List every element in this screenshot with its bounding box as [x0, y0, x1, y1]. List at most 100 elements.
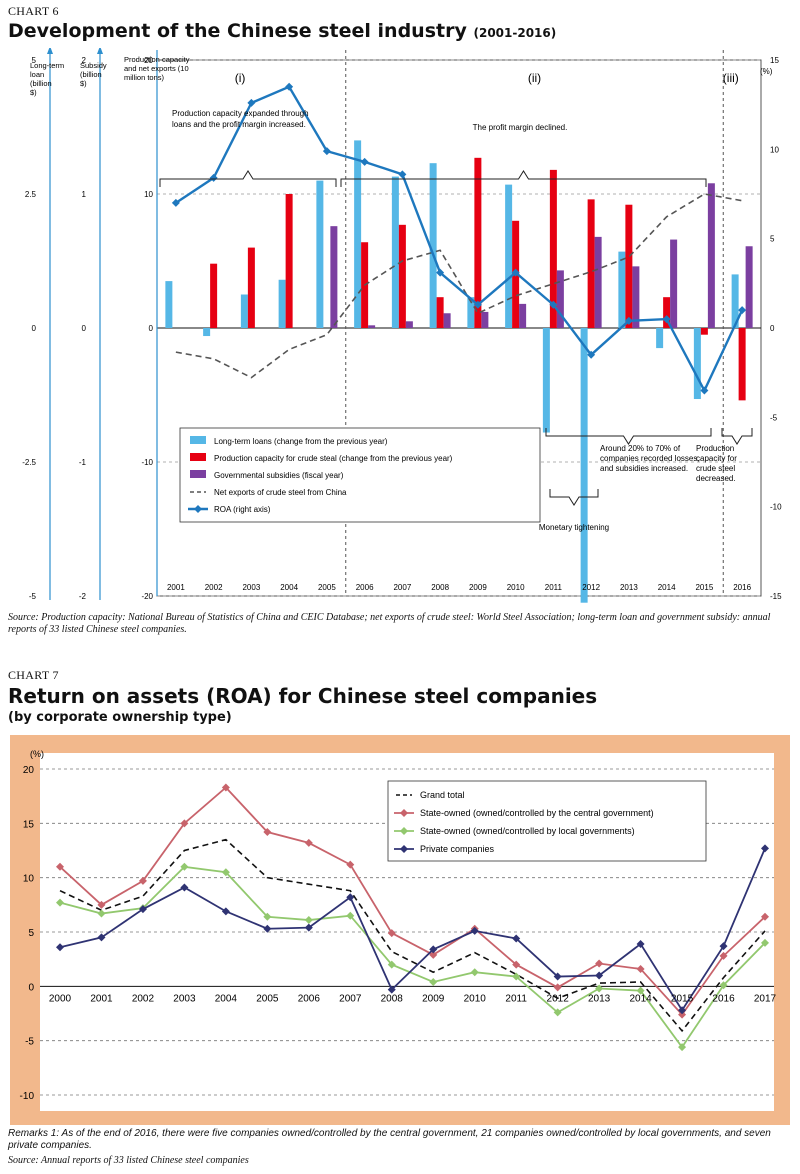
series-point-3	[180, 883, 189, 892]
legend-label: State-owned (owned/controlled by local g…	[420, 826, 635, 836]
right-axis-label: (%)	[760, 67, 773, 76]
series-point-1	[56, 862, 64, 871]
x-tick-label: 2010	[464, 993, 487, 1004]
x-tick-label: 2011	[505, 993, 527, 1004]
x-tick-label: 2016	[733, 583, 751, 592]
x-tick-label: 2014	[629, 993, 652, 1004]
series-point-3	[97, 933, 106, 942]
brace-period2	[340, 170, 707, 187]
chart6-title: Development of the Chinese steel industr…	[8, 20, 556, 42]
subsidy-axis-tick: -2	[79, 592, 87, 601]
x-tick-label: 2014	[658, 583, 676, 592]
legend-label: Production capacity for crude steal (cha…	[214, 454, 453, 463]
series-point-3	[553, 972, 562, 981]
loan-axis-label: $)	[30, 88, 37, 97]
bar-loan	[580, 328, 588, 603]
loan-axis-tick: -2.5	[22, 458, 36, 467]
brace-period1	[159, 170, 337, 187]
loan-axis-label: (billion	[30, 79, 52, 88]
chart7-label: CHART 7	[8, 668, 59, 682]
bar-capacity	[625, 204, 633, 328]
bar-capacity	[663, 297, 671, 328]
annotation-monetary: Monetary tightening	[539, 523, 609, 532]
bar-loan	[693, 328, 701, 400]
x-tick-label: 2001	[90, 993, 113, 1004]
series-point-1	[761, 912, 769, 921]
chart7-remarks: Remarks 1: As of the end of 2016, there …	[8, 1128, 771, 1151]
series-point-3	[595, 971, 604, 980]
x-tick-label: 2009	[469, 583, 487, 592]
bar-subsidy	[594, 236, 602, 328]
legend-label: State-owned (owned/controlled by the cen…	[420, 808, 654, 818]
x-tick-label: 2008	[381, 993, 404, 1004]
bar-capacity	[549, 169, 557, 328]
subsidy-axis-tick: 2	[82, 56, 87, 65]
chart6-label: CHART 6	[8, 4, 59, 18]
legend-label: Net exports of crude steel from China	[214, 488, 347, 497]
roa-point	[549, 300, 558, 309]
chart6-figure: 2001 2002 2003 2004 2005 2006 2007 2008 2009 2010…	[22, 48, 782, 603]
series-point-2	[304, 916, 313, 925]
bar-loan	[240, 294, 248, 328]
series-point-2	[719, 981, 728, 990]
bar-loan	[203, 328, 211, 337]
annotation-losses: companies recorded losses,	[600, 454, 700, 463]
x-tick-label: 2006	[356, 583, 374, 592]
bar-capacity	[587, 199, 595, 328]
series-point-2	[221, 868, 230, 877]
right-axis-tick: -15	[770, 592, 782, 601]
roa-point	[398, 170, 407, 179]
x-tick-label: 2005	[318, 583, 336, 592]
right-axis-tick: 15	[770, 56, 779, 65]
roa-point	[662, 315, 671, 324]
series-point-3	[429, 945, 438, 954]
net-exports-line	[175, 193, 743, 379]
brace-decreased	[721, 428, 753, 445]
series-point-1	[180, 819, 189, 828]
x-tick-label: 2015	[671, 993, 694, 1004]
chart6-source: Source: Production capacity: National Bu…	[8, 612, 771, 635]
x-tick-label: 2008	[431, 583, 449, 592]
subsidy-axis-tick: -1	[79, 458, 87, 467]
legend-swatch	[190, 436, 206, 444]
bar-loan	[316, 180, 324, 328]
annotation-decreased: capacity for	[696, 454, 737, 463]
series-point-3	[470, 926, 479, 935]
legend-marker	[400, 827, 408, 835]
roa-point	[624, 316, 633, 325]
subsidy-axis-label: $)	[80, 79, 87, 88]
y-tick-label: 0	[28, 982, 34, 993]
x-tick-label: 2006	[298, 993, 321, 1004]
subsidy-axis-arrow	[97, 48, 103, 54]
bar-capacity	[247, 247, 255, 328]
series-point-2	[429, 977, 438, 986]
bar-loan	[354, 140, 362, 328]
series-point-2	[180, 862, 189, 871]
legend-box	[179, 427, 541, 523]
bar-loan	[731, 274, 739, 328]
bar-loan	[467, 297, 475, 328]
main-axis-label: Production capacity	[124, 55, 190, 64]
grand-total-line	[59, 838, 766, 1033]
annotation-decreased: crude steel	[696, 464, 735, 473]
main-axis-tick: 0	[149, 324, 154, 333]
legend-box	[387, 780, 707, 862]
series-point-1	[636, 964, 645, 973]
period-label: (i)	[235, 71, 246, 85]
y-tick-label: 5	[28, 928, 34, 939]
series-point-2	[553, 1008, 562, 1017]
x-tick-label: 2013	[620, 583, 638, 592]
annotation-losses: Around 20% to 70% of	[600, 444, 681, 453]
annotation-decreased: decreased.	[696, 474, 736, 483]
x-tick-label: 2003	[242, 583, 260, 592]
series-point-1	[97, 900, 106, 909]
main-axis-label: and net exports (10	[124, 64, 189, 73]
roa-point	[285, 82, 294, 91]
series-point-3	[512, 934, 521, 943]
bar-capacity	[210, 263, 218, 328]
x-tick-label: 2004	[215, 993, 238, 1004]
y-tick-label: 20	[23, 765, 35, 776]
bar-capacity	[436, 297, 444, 328]
series-point-2	[56, 898, 64, 907]
legend-label: Governmental subsidies (fiscal year)	[214, 471, 344, 480]
